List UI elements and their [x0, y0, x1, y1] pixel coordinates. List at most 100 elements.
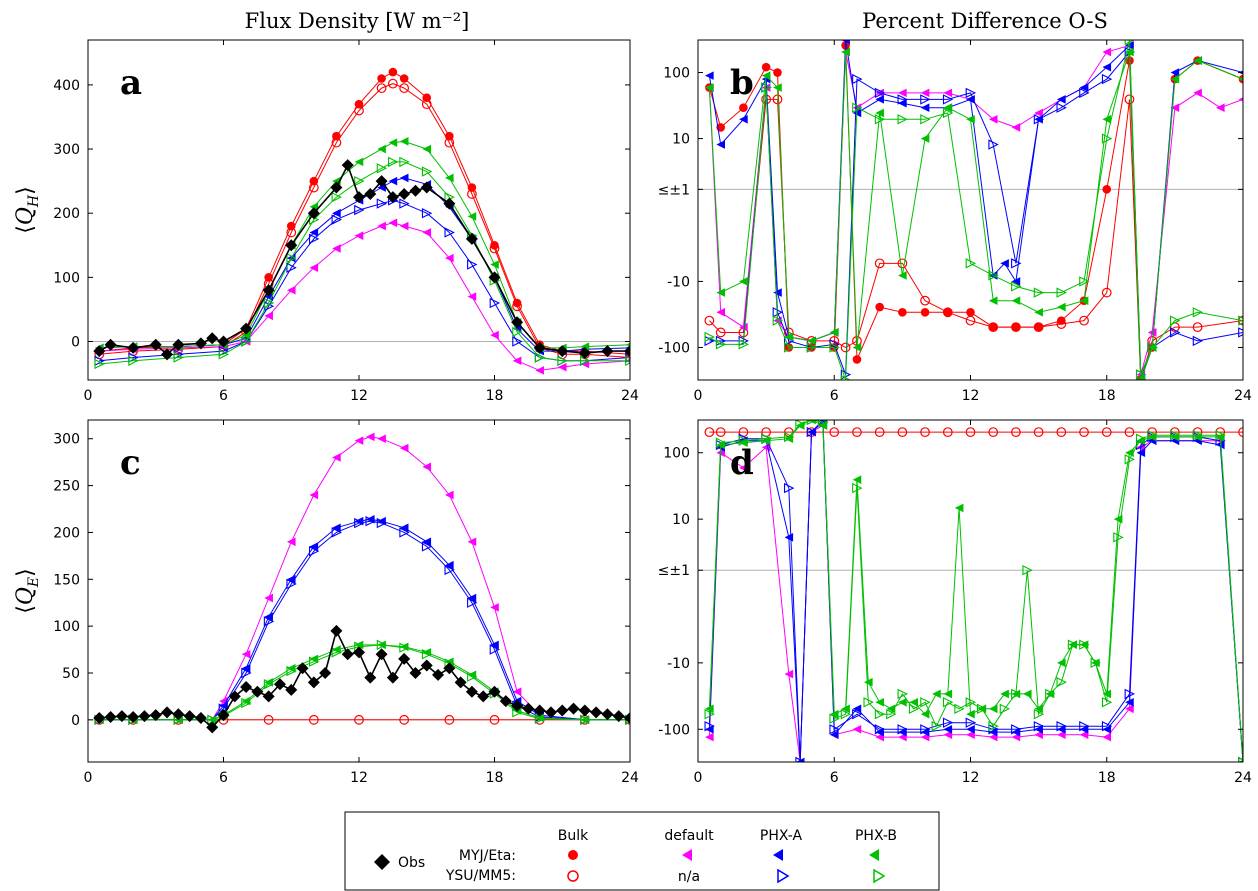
- data-point-phxA_myj: [705, 71, 714, 80]
- x-tick-label: 18: [1098, 388, 1116, 404]
- data-point-obs: [488, 271, 501, 284]
- data-point-bulk_ysu: [387, 78, 398, 89]
- data-point-phxA_ysu: [263, 616, 275, 627]
- data-point-phxA_ysu: [874, 724, 886, 735]
- data-point-bulk_ysu: [715, 427, 726, 437]
- x-tick-label: 0: [694, 388, 703, 404]
- data-point-phxB_ysu: [354, 175, 365, 187]
- data-point-phxA_ysu: [444, 564, 455, 576]
- data-point-bulk_ysu: [331, 137, 342, 148]
- data-point-obs: [409, 666, 422, 679]
- data-point-phxB_myj: [422, 144, 432, 154]
- data-point-phxA_ysu: [308, 545, 320, 557]
- data-point-obs: [93, 345, 106, 358]
- data-point-default_myj: [377, 221, 386, 231]
- data-point-obs: [161, 706, 174, 719]
- data-point-phxA_ysu: [1170, 327, 1181, 338]
- data-point-default_myj: [1193, 88, 1202, 98]
- data-point-default_myj: [490, 330, 499, 340]
- data-point-phxA_ysu: [1238, 327, 1243, 338]
- data-point-phxB_ysu: [1147, 342, 1158, 353]
- data-point-obs: [104, 338, 117, 351]
- data-point-phxB_ysu: [1192, 307, 1204, 318]
- x-tick-label: 24: [621, 770, 639, 786]
- y-tick-label: -100: [658, 722, 690, 738]
- data-point-phxA_ysu: [467, 259, 478, 270]
- data-point-phxA_ysu: [942, 717, 954, 728]
- y-axis-label: ⟨QH⟩: [13, 186, 42, 233]
- data-point-phxA_ysu: [241, 667, 252, 679]
- x-tick-label: 12: [962, 388, 980, 404]
- x-tick-label: 12: [350, 388, 368, 404]
- data-point-bulk_ysu: [897, 258, 908, 269]
- legend-obs-label: Obs: [398, 855, 425, 871]
- data-point-obs: [533, 704, 546, 717]
- data-point-phxA_ysu: [331, 214, 342, 225]
- data-point-phxB_ysu: [942, 107, 954, 119]
- series-line-default_myj: [708, 424, 1243, 762]
- x-tick-label: 0: [84, 388, 93, 404]
- data-point-phxA_ysu: [399, 198, 410, 209]
- data-point-bulk_myj: [852, 355, 862, 364]
- data-point-bulk_ysu: [1101, 427, 1112, 437]
- data-point-obs: [556, 345, 569, 358]
- data-point-phxA_ysu: [489, 297, 501, 309]
- data-point-bulk_ysu: [489, 243, 500, 254]
- data-point-phxA_ysu: [874, 87, 886, 99]
- data-point-default_myj: [1034, 108, 1043, 118]
- data-point-phxB_myj: [388, 138, 398, 147]
- data-point-default_myj: [535, 366, 544, 375]
- series-line-phxA_ysu: [708, 421, 1243, 762]
- data-point-obs: [285, 239, 298, 252]
- data-point-phxB_ysu: [1011, 688, 1022, 700]
- y-tick-label: 100: [53, 619, 80, 635]
- data-point-bulk_ysu: [1011, 322, 1021, 333]
- data-point-obs: [375, 175, 388, 188]
- data-point-phxA_myj: [943, 724, 953, 734]
- data-point-obs: [353, 646, 365, 659]
- data-point-obs: [330, 181, 343, 194]
- x-tick-label: 6: [219, 770, 228, 786]
- data-point-bulk_myj: [761, 62, 771, 72]
- data-point-phxB_ysu: [1079, 639, 1090, 650]
- data-point-phxB_myj: [943, 689, 953, 699]
- data-point-phxA_myj: [309, 228, 319, 237]
- data-point-phxB_myj: [966, 115, 975, 124]
- data-point-phxB_myj: [580, 342, 590, 351]
- data-point-phxB_ysu: [942, 697, 954, 708]
- data-point-default_myj: [422, 462, 432, 472]
- data-point-phxB_ysu: [772, 315, 784, 326]
- data-point-phxB_myj: [1034, 307, 1043, 317]
- x-tick-label: 6: [830, 388, 839, 404]
- data-point-phxB_myj: [943, 103, 953, 113]
- data-point-phxB_myj: [988, 704, 998, 714]
- data-point-obs: [578, 704, 591, 717]
- data-point-default_myj: [286, 285, 296, 295]
- data-point-default_myj: [445, 490, 454, 500]
- data-point-phxA_ysu: [920, 94, 931, 105]
- data-point-phxB_ysu: [738, 339, 749, 350]
- data-point-bulk_myj: [399, 74, 409, 83]
- data-point-bulk_ysu: [965, 315, 976, 326]
- data-point-bulk_ysu: [1101, 287, 1112, 298]
- x-tick-label: 0: [694, 770, 703, 786]
- data-point-phxB_ysu: [1238, 315, 1243, 326]
- data-point-bulk_ysu: [897, 427, 908, 437]
- data-point-phxB_myj: [841, 47, 850, 57]
- data-point-phxA_ysu: [795, 756, 806, 762]
- data-point-phxB_myj: [739, 277, 748, 286]
- data-point-bulk_ysu: [1033, 322, 1044, 333]
- data-point-phxB_ysu: [840, 708, 852, 720]
- data-point-bulk_myj: [966, 307, 975, 317]
- data-point-obs: [578, 347, 591, 360]
- data-point-obs: [364, 187, 377, 200]
- data-point-phxB_ysu: [331, 191, 342, 203]
- data-point-phxB_myj: [852, 343, 862, 352]
- data-point-phxB_ysu: [738, 435, 749, 446]
- y-tick-label: 0: [71, 713, 80, 729]
- data-point-phxA_ysu: [852, 708, 863, 720]
- data-point-phxB_ysu: [1147, 430, 1158, 441]
- legend-box: Obs MYJ/Eta: YSU/MM5: Bulk default PHX-A…: [344, 811, 940, 891]
- data-point-phxA_ysu: [1079, 87, 1090, 99]
- data-point-obs: [115, 710, 128, 723]
